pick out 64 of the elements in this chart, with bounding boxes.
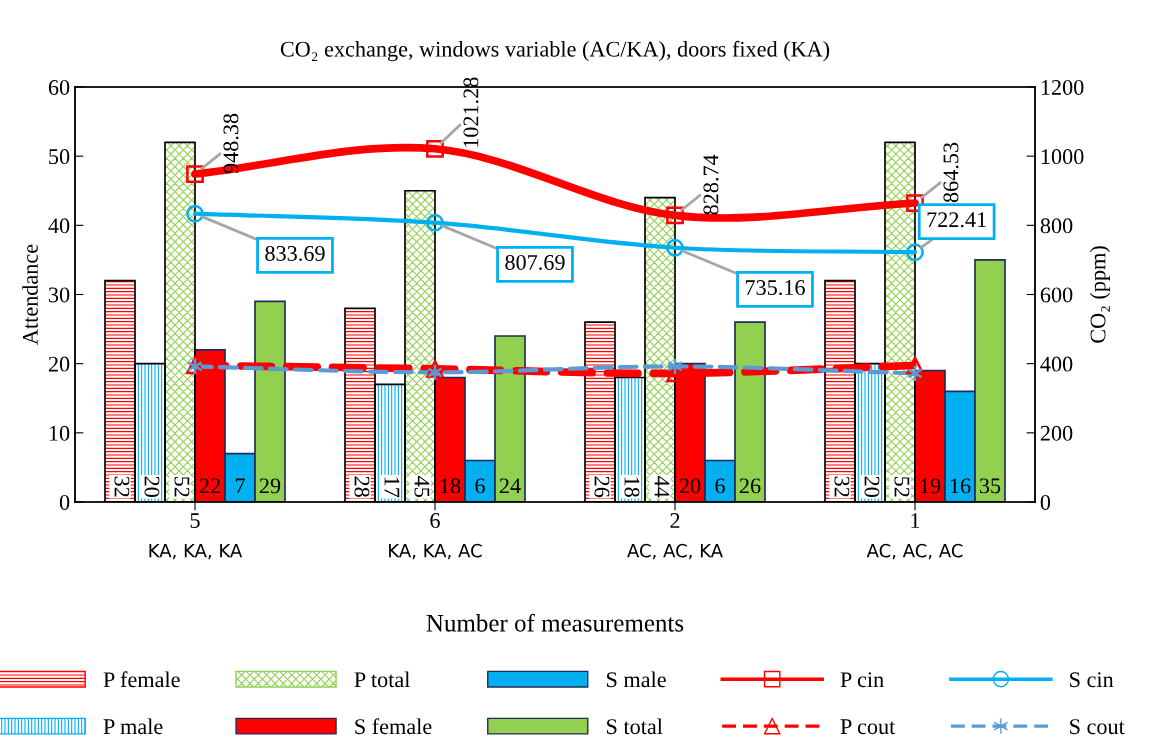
y-tick-label: 40 [48, 218, 70, 234]
data-label: 29 [259, 478, 281, 494]
y-tick-label: 0 [59, 494, 70, 510]
legend-label: S male [607, 671, 666, 688]
data-label: 20 [144, 476, 160, 497]
y-tick-label: 10 [49, 425, 70, 441]
data-label: 52 [894, 476, 910, 497]
legend-label: S total [607, 718, 663, 735]
legend-label: P cin [840, 672, 884, 688]
data-label: 17 [384, 477, 400, 498]
data-label: 24 [499, 478, 521, 494]
data-label: 45 [414, 476, 430, 497]
data-label: 52 [174, 476, 190, 497]
data-label: 26 [594, 476, 610, 498]
data-label: 35 [979, 478, 1001, 494]
y2-tick-label: 400 [1040, 356, 1073, 372]
y2-tick-label: 600 [1040, 287, 1073, 303]
data-label: 828.74 [703, 154, 719, 215]
data-label: 1021.28 [463, 77, 479, 147]
legend-label: P cout [840, 719, 896, 735]
y2-tick-label: 1000 [1041, 149, 1084, 165]
x-axis-title: Number of measurements [426, 613, 684, 632]
data-label: 26 [739, 478, 761, 494]
data-label: 20 [864, 476, 880, 497]
chart-title: CO₂ exchange, windows variable (AC/KA), doors fixed (KA) [280, 40, 830, 62]
y-tick-label: 50 [49, 149, 70, 165]
data-label: 7 [235, 478, 245, 494]
data-label: 722.41 [927, 212, 986, 228]
data-label: 19 [920, 478, 941, 494]
x-tick-label: 2 AC, AC, KA [627, 513, 723, 560]
data-label: 833.69 [265, 245, 325, 262]
data-label: 6 [475, 478, 485, 494]
x-tick-label: 1 AC, AC, AC [866, 513, 963, 560]
data-label: 18 [624, 477, 640, 497]
y-tick-label: 20 [48, 356, 70, 372]
y2-tick-label: 200 [1040, 425, 1073, 441]
data-label: 44 [654, 476, 670, 498]
y-tick-label: 60 [48, 79, 70, 95]
data-label: 864.53 [943, 142, 959, 203]
legend-label: P total [354, 671, 410, 688]
y2-tick-label: 0 [1040, 494, 1051, 510]
data-label: 32 [114, 476, 130, 497]
legend-label: S cout [1070, 719, 1125, 735]
data-label: 22 [199, 478, 220, 494]
y-axis-title: Attendance [22, 244, 38, 345]
x-tick-label: 5 KA, KA, KA [149, 513, 243, 560]
data-label: 6 [715, 478, 725, 494]
data-label: 735.16 [745, 280, 805, 296]
data-label: 16 [950, 478, 971, 494]
data-label: 32 [834, 476, 850, 497]
legend-label: P male [103, 718, 163, 735]
x-tick-label: 6 KA, KA, AC [389, 513, 482, 560]
data-label: 20 [679, 478, 701, 494]
legend-label: S cin [1070, 672, 1114, 688]
data-label: 948.38 [223, 113, 239, 174]
legend-label: P female [103, 671, 180, 688]
data-label: 807.69 [505, 254, 565, 270]
legend-label: S female [355, 718, 432, 735]
data-label: 28 [354, 476, 370, 497]
y2-tick-label: 800 [1040, 218, 1073, 234]
y2-tick-label: 1200 [1041, 79, 1084, 95]
y-tick-label: 30 [48, 287, 70, 303]
data-label: 18 [440, 478, 461, 494]
y2-axis-title: CO₂ (ppm) [1089, 246, 1111, 343]
